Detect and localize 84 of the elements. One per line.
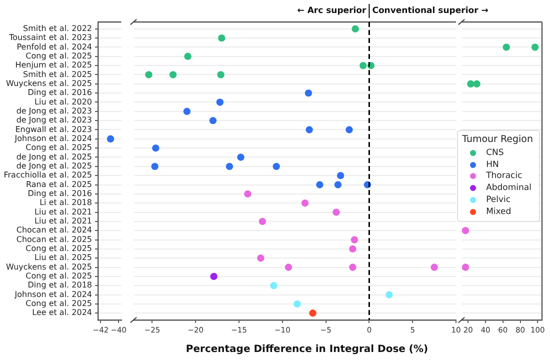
y-tick-label: Li et al. 2018 — [40, 198, 92, 208]
y-tick-label: Cong et al. 2025 — [26, 299, 92, 308]
y-tick-label: Rana et al. 2025 — [26, 180, 92, 189]
point — [350, 236, 358, 244]
point — [257, 254, 264, 262]
point — [226, 162, 234, 170]
legend-label: Mixed — [486, 206, 512, 217]
y-tick-label: Liu et al. 2021 — [34, 207, 92, 216]
y-tick-label: Lee et al. 2024 — [32, 308, 92, 318]
y-tick-label: Henjum et al. 2025 — [15, 60, 92, 70]
y-tick-label: Smith et al. 2022 — [22, 24, 92, 33]
point — [183, 108, 191, 115]
point — [270, 282, 278, 290]
point — [306, 126, 313, 134]
y-tick-label: Engwall et al. 2023 — [15, 124, 92, 134]
y-tick-label: Liu et al. 2025 — [34, 253, 92, 262]
legend-title: Tumour Region — [462, 134, 533, 145]
y-tick-label: Cong et al. 2025 — [26, 143, 92, 152]
point — [332, 208, 340, 216]
x-axis-title: Percentage Difference in Integral Dose (%) — [186, 344, 428, 355]
y-tick-label: Chocan et al. 2025 — [16, 234, 92, 244]
y-tick-label: Ding et al. 2016 — [28, 189, 92, 198]
point — [301, 199, 309, 207]
y-tick-label: Wuyckens et al. 2025 — [6, 262, 92, 272]
y-tick-label: Johnson et al. 2024 — [14, 290, 92, 299]
y-tick-label: Cong et al. 2025 — [26, 51, 92, 60]
point — [473, 80, 480, 88]
point — [218, 34, 226, 42]
legend-label: CNS — [486, 148, 504, 158]
point — [216, 98, 224, 106]
y-tick-label: de Jong et al. 2023 — [16, 106, 92, 116]
y-tick-label: Smith et al. 2025 — [22, 70, 92, 79]
point — [349, 264, 356, 271]
point — [152, 144, 160, 152]
point — [346, 126, 353, 134]
y-tick-label: de Jong et al. 2023 — [16, 116, 92, 125]
point — [258, 218, 266, 226]
point — [237, 154, 244, 161]
point — [352, 25, 359, 32]
point — [386, 291, 393, 298]
point — [462, 227, 470, 234]
y-tick-label: Chocan et al. 2024 — [16, 226, 92, 235]
point — [467, 80, 474, 88]
y-tick-label: Fracchiolla et al. 2025 — [4, 170, 92, 180]
point — [531, 44, 539, 51]
y-tick-label: Liu et al. 2020 — [34, 97, 92, 106]
y-tick-label: Toussaint et al. 2023 — [8, 33, 92, 42]
y-tick-label: Ding et al. 2016 — [28, 88, 92, 98]
legend-label: HN — [486, 160, 499, 170]
y-tick-label: Cong et al. 2025 — [26, 272, 92, 281]
point — [462, 264, 470, 271]
y-tick-label: de Jong et al. 2025 — [16, 161, 92, 170]
point — [145, 71, 152, 78]
y-tick-label: Johnson et al. 2024 — [14, 134, 92, 143]
legend-label: Abdominal — [486, 183, 532, 194]
point — [169, 71, 177, 78]
point — [304, 89, 312, 97]
y-tick-label: Penfold et al. 2024 — [16, 42, 92, 52]
y-tick-label: Wuyckens et al. 2025 — [6, 78, 92, 88]
point — [210, 272, 218, 280]
point — [284, 264, 292, 271]
legend-label: Pelvic — [486, 195, 511, 206]
point — [184, 52, 192, 60]
point — [309, 310, 316, 317]
point — [502, 44, 510, 51]
point — [217, 71, 224, 78]
text: ← Arc superior — [297, 6, 368, 16]
point — [360, 62, 367, 70]
legend-label: Thoracic — [486, 171, 522, 182]
point — [349, 245, 356, 253]
point — [151, 162, 158, 170]
point — [209, 116, 217, 124]
point — [294, 300, 301, 308]
y-tick-label: Cong et al. 2025 — [26, 244, 92, 254]
y-tick-label: Ding et al. 2018 — [28, 280, 92, 290]
text: Conventional superior → — [372, 6, 488, 16]
point — [244, 190, 252, 198]
point — [430, 264, 438, 271]
point — [336, 172, 344, 180]
y-tick-label: Liu et al. 2021 — [34, 216, 92, 226]
point — [334, 181, 342, 188]
point — [316, 181, 324, 188]
y-tick-label: de Jong et al. 2025 — [16, 152, 92, 162]
point — [272, 162, 280, 170]
